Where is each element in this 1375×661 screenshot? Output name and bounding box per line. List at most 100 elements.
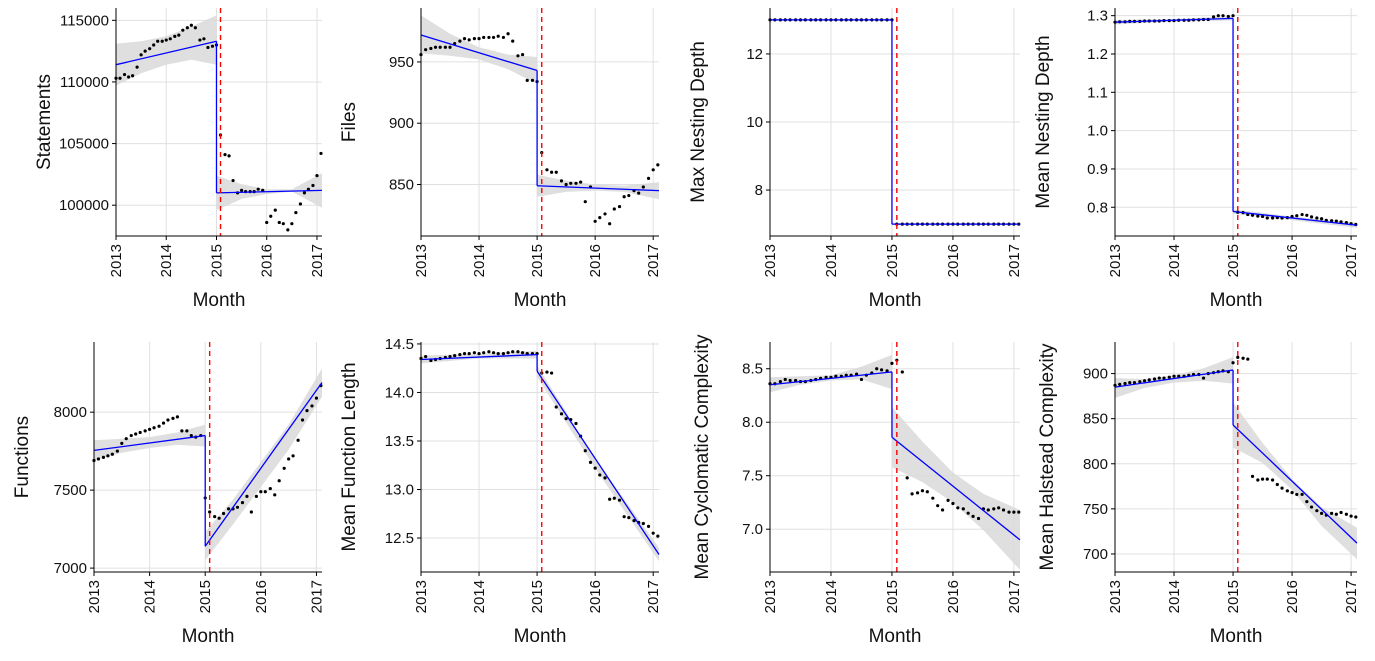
data-point	[458, 39, 462, 43]
data-point	[296, 438, 300, 442]
data-point	[956, 506, 960, 510]
x-tick-label: 2013	[762, 244, 779, 277]
data-point	[477, 37, 481, 41]
data-point	[1142, 379, 1147, 383]
y-axis-title: Functions	[12, 416, 33, 498]
chart-panel-6: 12.5 13.0 13.5 14.0 14.5 2013 2014 2015 2016 2017…	[309, 336, 677, 661]
y-tick-label: 750	[1083, 501, 1108, 518]
data-point	[627, 193, 631, 198]
x-tick-label: 2014	[823, 244, 840, 277]
data-point	[1001, 508, 1006, 512]
data-point	[491, 35, 496, 40]
data-point	[240, 501, 245, 505]
y-tick-label: 7000	[54, 560, 87, 577]
data-point	[1012, 510, 1016, 514]
y-tick-label: 8	[755, 182, 763, 199]
data-point	[545, 168, 549, 172]
y-tick-label: 13.0	[385, 482, 414, 499]
data-point	[859, 377, 864, 382]
data-point	[477, 352, 481, 356]
data-point	[1017, 510, 1021, 514]
y-tick-label: 950	[389, 54, 414, 71]
y-tick-label: 100000	[59, 197, 109, 214]
x-axis-title: Month	[869, 626, 922, 647]
data-point	[319, 151, 323, 156]
data-point	[235, 505, 240, 509]
x-tick-label: 2017	[1343, 580, 1360, 613]
y-tick-label: 900	[1083, 366, 1108, 383]
y-axis-title: Statements	[34, 74, 55, 170]
data-point	[315, 174, 319, 178]
data-point	[920, 489, 925, 493]
data-point	[462, 352, 467, 356]
data-point	[1309, 505, 1314, 509]
data-point	[778, 379, 782, 384]
confidence-band	[1233, 402, 1357, 560]
data-point	[273, 208, 277, 212]
x-tick-label: 2015	[208, 244, 225, 277]
chart-svg: 12.5 13.0 13.5 14.0 14.5 2013 2014 2015 2016 2017…	[339, 336, 662, 647]
data-point	[1334, 512, 1338, 516]
data-point	[879, 368, 884, 372]
y-tick-label: 8.5	[742, 361, 763, 378]
data-point	[265, 220, 269, 225]
x-tick-label: 2017	[309, 244, 326, 277]
data-point	[1330, 219, 1334, 223]
y-axis-title: Mean Function Length	[339, 362, 360, 551]
data-point	[550, 371, 554, 375]
data-point	[1231, 361, 1235, 365]
x-tick-label: 2017	[1343, 244, 1360, 277]
x-axis-title: Month	[869, 290, 922, 311]
data-point	[175, 415, 180, 419]
data-point	[1250, 474, 1255, 478]
data-point	[429, 46, 433, 51]
chart-panel-8: 700 750 800 850 900 2013 2014 2015 2016 2017 Month…	[1003, 336, 1375, 661]
x-tick-label: 2017	[645, 244, 662, 277]
data-point	[458, 353, 462, 357]
data-point	[1241, 356, 1245, 360]
data-point	[1138, 380, 1142, 384]
fit-line	[891, 436, 1021, 541]
x-tick-label: 2015	[529, 244, 546, 277]
data-point	[487, 350, 491, 354]
data-point	[306, 187, 311, 191]
data-point	[129, 433, 133, 438]
data-point	[1270, 478, 1275, 482]
data-point	[1162, 376, 1166, 380]
data-point	[193, 26, 197, 30]
data-point	[612, 496, 616, 500]
x-tick-label: 2014	[1166, 580, 1183, 613]
data-point	[1132, 380, 1137, 385]
data-point	[971, 514, 975, 518]
y-axis-title: Mean Halstead Complexity	[1037, 343, 1058, 571]
chart-panel-3: 8 10 12 2013 2014 2015 2016 2017 Month Max Nestin…	[658, 2, 1038, 325]
data-point	[564, 417, 568, 421]
x-tick-label: 2013	[86, 580, 103, 613]
data-point	[900, 370, 904, 374]
confidence-band	[537, 174, 659, 200]
chart-panel-7: 7.0 7.5 8.0 8.5 2013 2014 2015 2016 2017 Month Mea…	[658, 334, 1038, 661]
y-tick-label: 7500	[54, 482, 87, 499]
x-tick-label: 2014	[1166, 244, 1183, 277]
y-tick-label: 1.0	[1087, 123, 1108, 140]
data-point	[931, 496, 935, 500]
x-tick-label: 2017	[1006, 244, 1023, 277]
chart-svg: 850 900 950 2013 2014 2015 2016 2017 Month Files	[339, 8, 662, 311]
data-point	[550, 170, 554, 174]
data-point	[1226, 14, 1230, 19]
data-point	[834, 374, 838, 378]
x-tick-label: 2014	[142, 580, 159, 613]
data-point	[448, 354, 452, 359]
data-point	[1172, 374, 1176, 378]
data-point	[1157, 376, 1161, 380]
data-point	[134, 432, 138, 436]
data-point	[1309, 215, 1314, 219]
data-point	[472, 351, 477, 355]
data-point	[287, 457, 291, 461]
data-point	[506, 351, 510, 355]
data-point	[617, 204, 622, 209]
data-point	[946, 498, 950, 502]
data-point	[227, 154, 231, 158]
data-point	[574, 181, 578, 185]
